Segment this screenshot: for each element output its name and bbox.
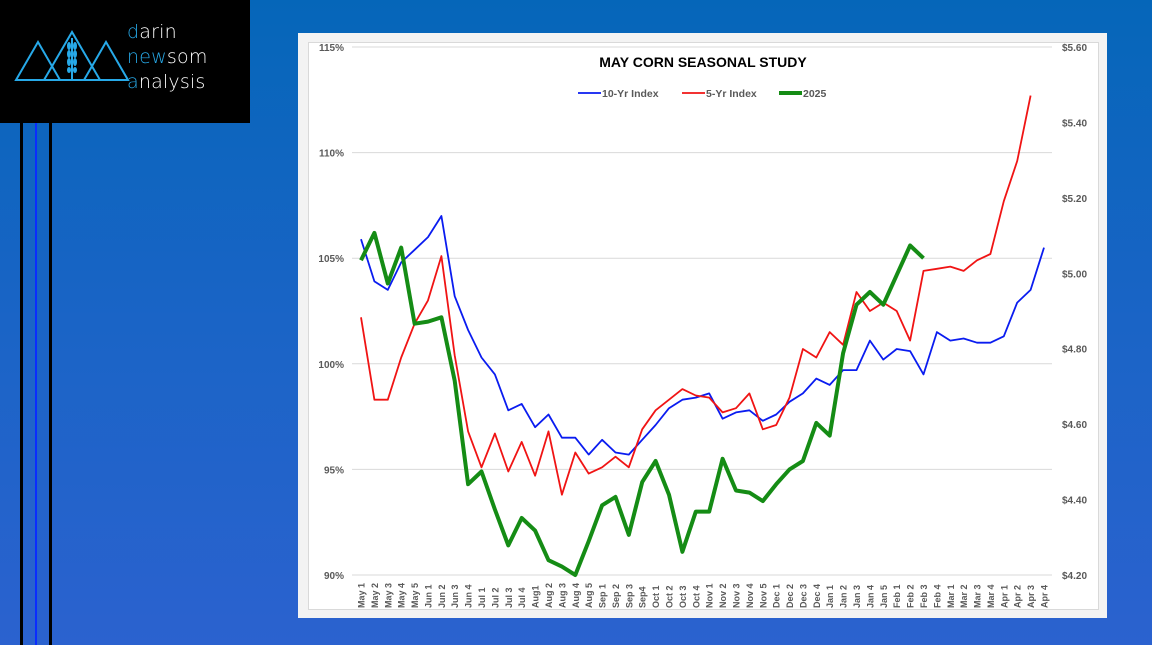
y-left-tick-label: 95% — [324, 465, 344, 476]
x-tick-label: Nov 2 — [718, 583, 728, 608]
y-left-tick-label: 90% — [324, 571, 344, 582]
x-tick-label: Jul 3 — [504, 587, 514, 608]
x-tick-label: Dec 4 — [812, 584, 822, 608]
x-tick-label: Sep4 — [638, 586, 648, 608]
x-tick-label: Apr 4 — [1040, 585, 1050, 608]
series-line-2025 — [359, 230, 925, 577]
y-left-tick-label: 110% — [319, 149, 344, 160]
brand-logo: darin newsom analysis — [0, 0, 250, 123]
x-tick-label: Aug 4 — [571, 583, 581, 608]
x-tick-label: Apr 3 — [1026, 585, 1036, 608]
x-tick-label: May 1 — [357, 583, 367, 608]
x-axis: May 1 May 2 May 3 May 4 May 5 Jun 1 Jun 2 Jun 3… — [357, 583, 1050, 608]
decor-line-blue — [35, 123, 37, 645]
y-right-tick-label: $5.60 — [1062, 43, 1087, 54]
x-tick-label: Feb 3 — [919, 584, 929, 608]
x-tick-label: Oct 2 — [665, 585, 675, 608]
x-tick-label: Jun 3 — [450, 584, 460, 608]
x-tick-label: Sep 1 — [598, 584, 608, 608]
brand-line-1: darin — [127, 21, 177, 43]
x-tick-label: May 2 — [370, 583, 380, 608]
chart-panel — [298, 33, 1107, 618]
legend-label: 5-Yr Index — [706, 88, 757, 100]
x-tick-label: Oct 4 — [691, 585, 701, 608]
x-tick-label: Jan 2 — [839, 585, 849, 608]
x-tick-label: Aug1 — [531, 586, 541, 609]
x-tick-label: Jul 4 — [517, 587, 527, 608]
series-line-10-yr-index — [360, 215, 1045, 456]
x-tick-label: Jul 2 — [490, 587, 500, 608]
y-right-tick-label: $5.00 — [1062, 269, 1087, 280]
brand-line-3: analysis — [127, 71, 206, 93]
legend-item: 2025 — [779, 88, 827, 100]
x-tick-label: Dec 3 — [798, 584, 808, 608]
x-tick-label: Jun 1 — [423, 584, 433, 608]
legend-item: 5-Yr Index — [682, 88, 757, 100]
y-right-tick-label: $5.40 — [1062, 118, 1087, 129]
y-right-tick-label: $4.60 — [1062, 420, 1087, 431]
series-line-5-yr-index — [360, 95, 1032, 496]
y-right-tick-label: $4.80 — [1062, 345, 1087, 356]
decor-line-black-2 — [49, 123, 52, 645]
y-left-tick-label: 100% — [318, 360, 344, 371]
x-tick-label: Jan 5 — [879, 585, 889, 608]
x-tick-label: Sep 2 — [611, 584, 621, 608]
x-tick-label: Jan 3 — [852, 585, 862, 608]
x-tick-label: Feb 4 — [932, 584, 942, 608]
y-right-tick-label: $5.20 — [1062, 194, 1087, 205]
legend-item: 10-Yr Index — [578, 88, 659, 100]
legend: 10-Yr Index 5-Yr Index 2025 — [578, 88, 827, 100]
x-tick-label: Feb 1 — [892, 584, 902, 608]
x-tick-label: Oct 3 — [678, 585, 688, 608]
series-lines — [359, 95, 1045, 577]
x-tick-label: Aug 2 — [544, 583, 554, 608]
x-tick-label: Aug 5 — [584, 583, 594, 608]
y-left-tick-label: 115% — [319, 43, 344, 54]
chart-title: MAY CORN SEASONAL STUDY — [599, 54, 807, 70]
y-axis-right: $5.60 $5.40 $5.20 $5.00 $4.80 $4.60 $4.40 $4.20 — [1062, 43, 1087, 582]
x-tick-label: Jan 1 — [825, 585, 835, 608]
x-tick-label: Jan 4 — [865, 585, 875, 608]
decor-line-black-1 — [20, 123, 23, 645]
x-tick-label: Mar 3 — [973, 584, 983, 608]
legend-label: 10-Yr Index — [602, 88, 659, 100]
x-tick-label: Apr 1 — [999, 585, 1009, 608]
x-tick-label: Mar 4 — [986, 584, 996, 608]
x-tick-label: Jul 1 — [477, 587, 487, 608]
x-tick-label: Sep 3 — [624, 584, 634, 608]
brand-line-2: newsom — [127, 46, 208, 68]
x-tick-label: Oct 1 — [651, 585, 661, 608]
x-tick-label: May 3 — [383, 583, 393, 608]
x-tick-label: Aug 3 — [557, 583, 567, 608]
x-tick-label: Mar 1 — [946, 584, 956, 608]
brand-name: darin newsom analysis — [127, 20, 208, 95]
y-right-tick-label: $4.40 — [1062, 496, 1087, 507]
x-tick-label: Jun 4 — [464, 584, 474, 608]
x-tick-label: Mar 2 — [959, 584, 969, 608]
x-tick-label: Nov 5 — [758, 583, 768, 608]
chart-area — [308, 42, 1099, 610]
x-tick-label: Jun 2 — [437, 584, 447, 608]
x-tick-label: Dec 1 — [772, 584, 782, 608]
legend-label: 2025 — [803, 88, 827, 100]
y-axis-left: 115% 110% 105% 100% 95% 90% — [318, 43, 344, 582]
gridlines — [352, 46, 1052, 576]
mountain-wheat-logo-icon — [14, 30, 130, 81]
x-tick-label: Nov 3 — [731, 583, 741, 608]
x-tick-label: Apr 2 — [1013, 585, 1023, 608]
y-right-tick-label: $4.20 — [1062, 571, 1087, 582]
x-tick-label: Nov 4 — [745, 583, 755, 608]
y-left-tick-label: 105% — [318, 254, 344, 265]
x-tick-label: May 4 — [397, 583, 407, 608]
x-tick-label: Feb 2 — [906, 584, 916, 608]
x-tick-label: May 5 — [410, 583, 420, 608]
x-tick-label: Nov 1 — [705, 583, 715, 608]
x-tick-label: Dec 2 — [785, 584, 795, 608]
